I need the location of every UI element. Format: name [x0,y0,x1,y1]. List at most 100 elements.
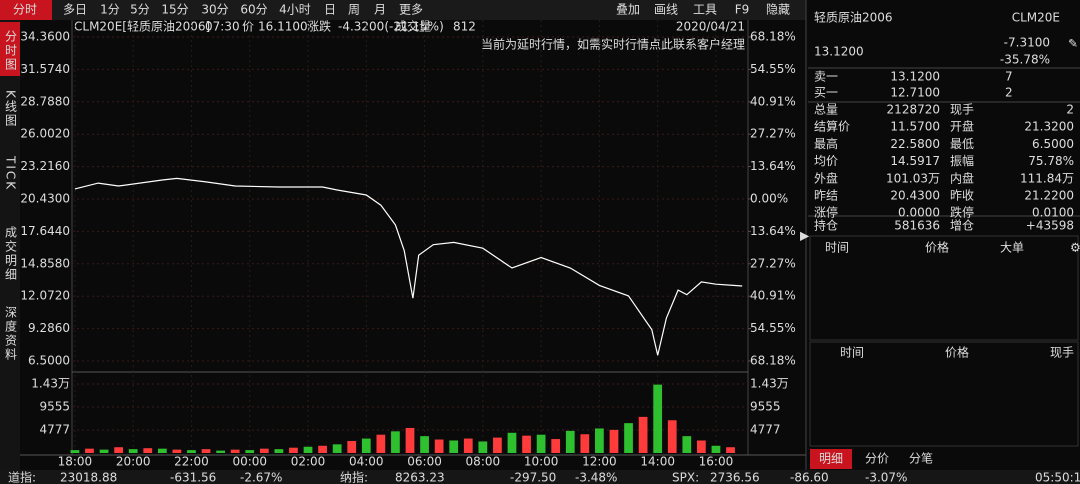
status-item: 05:50:16 [1035,471,1080,484]
volume-bar [289,447,298,453]
volume-bar [478,441,488,453]
quote-field: 外盘 [814,170,838,185]
column-header: 价格 [945,345,969,360]
status-item: -297.50 [510,471,556,484]
side-tab[interactable]: 分时图 [4,30,18,72]
header-change: -4.3200(-21.15%) [338,20,444,34]
toolbar-button[interactable]: 日 [324,3,336,17]
toolbar-button[interactable]: 1分 [100,3,120,17]
book-size: 2 [1005,86,1013,100]
volume-bar [697,440,706,453]
quote-name: 轻质原油2006 [814,11,893,25]
quote-field: 增仓 [950,219,974,233]
toolbar-button[interactable]: 多日 [63,3,87,17]
toolbar-button[interactable]: 隐藏 [766,3,790,17]
side-tab[interactable]: K线图 [4,90,18,128]
quote-price: 13.1200 [814,45,864,59]
volume-tick-label: 4777 [39,423,70,437]
toolbar-button[interactable]: 60分 [240,3,267,17]
toolbar-button[interactable]: 月 [374,3,386,17]
toolbar-button[interactable]: 30分 [201,3,228,17]
volume-tick-label: 1.43万 [31,377,70,391]
volume-bar [726,447,735,453]
quote-field: 111.84万 [1020,171,1074,185]
quote-field: 最低 [950,137,974,151]
volume-bar [463,438,473,453]
quote-field: +43598 [1026,219,1074,233]
delay-notice: 当前为延时行情，如需实时行情点此联系客户经理 [481,37,745,52]
quote-field: 最高 [814,136,838,151]
y2-tick-label: 68.18% [750,354,796,368]
sidebar [0,20,20,470]
volume-bar [391,431,400,453]
quote-field: 2128720 [887,103,940,117]
gear-icon[interactable]: ⚙ [1070,241,1080,255]
toolbar-button[interactable]: 画线 [654,3,678,17]
status-item: 道指: [8,470,36,484]
edit-icon[interactable]: ✎ [1068,37,1078,51]
detail-tab[interactable]: 分笔 [909,451,933,466]
x-tick-label: 18:00 [58,455,93,469]
header-volume: 812 [453,20,476,34]
x-tick-label: 02:00 [291,455,326,469]
toolbar-button[interactable]: 周 [348,3,360,17]
volume-tick-label: 4777 [750,423,781,437]
detail-box [809,341,1079,447]
detail-tab[interactable]: 分价 [865,452,889,466]
column-header: 大单 [1000,241,1024,255]
x-tick-label: 14:00 [640,455,675,469]
volume-bar [114,447,123,453]
quote-field: 涨停 [814,205,838,220]
toolbar-button[interactable]: F9 [735,3,750,17]
quote-field: 22.5800 [890,137,940,151]
y2-tick-label: 0.00% [750,192,788,206]
quote-field: 均价 [814,154,838,168]
toolbar-button[interactable]: 5分 [130,3,150,17]
quote-field: 结算价 [814,119,850,134]
status-item: -2.67% [240,471,282,484]
y2-tick-label: 27.27% [750,256,796,270]
quote-field: 75.78% [1028,154,1074,168]
side-tab[interactable]: 深度资料 [4,306,18,362]
x-tick-label: 08:00 [466,455,501,469]
volume-bar [128,449,138,453]
header-symbol: CLM20E[轻质原油2006] [74,20,210,34]
volume-bar [259,448,269,453]
volume-tick-label: 1.43万 [750,377,789,391]
big-order-box [809,235,1079,341]
volume-bar [405,427,415,453]
collapse-arrow[interactable]: ▶ [800,229,810,243]
volume-bar [157,448,167,453]
y-tick-label: 20.4300 [20,192,70,206]
volume-bar [376,434,386,453]
volume-bar [318,445,327,453]
quote-field: 21.2200 [1024,189,1074,203]
header-time: 07:30 [205,20,240,34]
quote-field: 跌停 [950,205,974,220]
x-tick-label: 20:00 [116,455,151,469]
book-label: 卖一 [814,70,838,84]
y-tick-label: 17.6440 [20,224,70,238]
toolbar-button[interactable]: 分时 [13,3,37,17]
quote-field: 内盘 [950,170,974,185]
header-change-label: 涨跌 [307,19,331,34]
volume-bar [420,436,429,453]
toolbar-button[interactable]: 4小时 [279,3,311,17]
toolbar-button[interactable]: 工具 [693,3,717,17]
side-tab[interactable]: 成交明细 [4,226,18,282]
column-header: 时间 [825,241,849,255]
status-item: -3.07% [865,471,907,484]
volume-bar [274,449,284,453]
volume-bar [667,420,677,453]
volume-bar [507,432,517,453]
toolbar-button[interactable]: 15分 [161,3,188,17]
quote-field: 开盘 [950,119,974,134]
quote-field: 0.0100 [1032,206,1074,220]
side-tab[interactable]: TICK [4,155,18,191]
toolbar-button[interactable]: 更多 [399,3,423,17]
header-volume-label: 成交量 [395,19,431,34]
volume-bar [303,446,313,453]
volume-bar [245,450,255,453]
detail-tab[interactable]: 明细 [819,452,843,466]
toolbar-button[interactable]: 叠加 [616,3,640,17]
